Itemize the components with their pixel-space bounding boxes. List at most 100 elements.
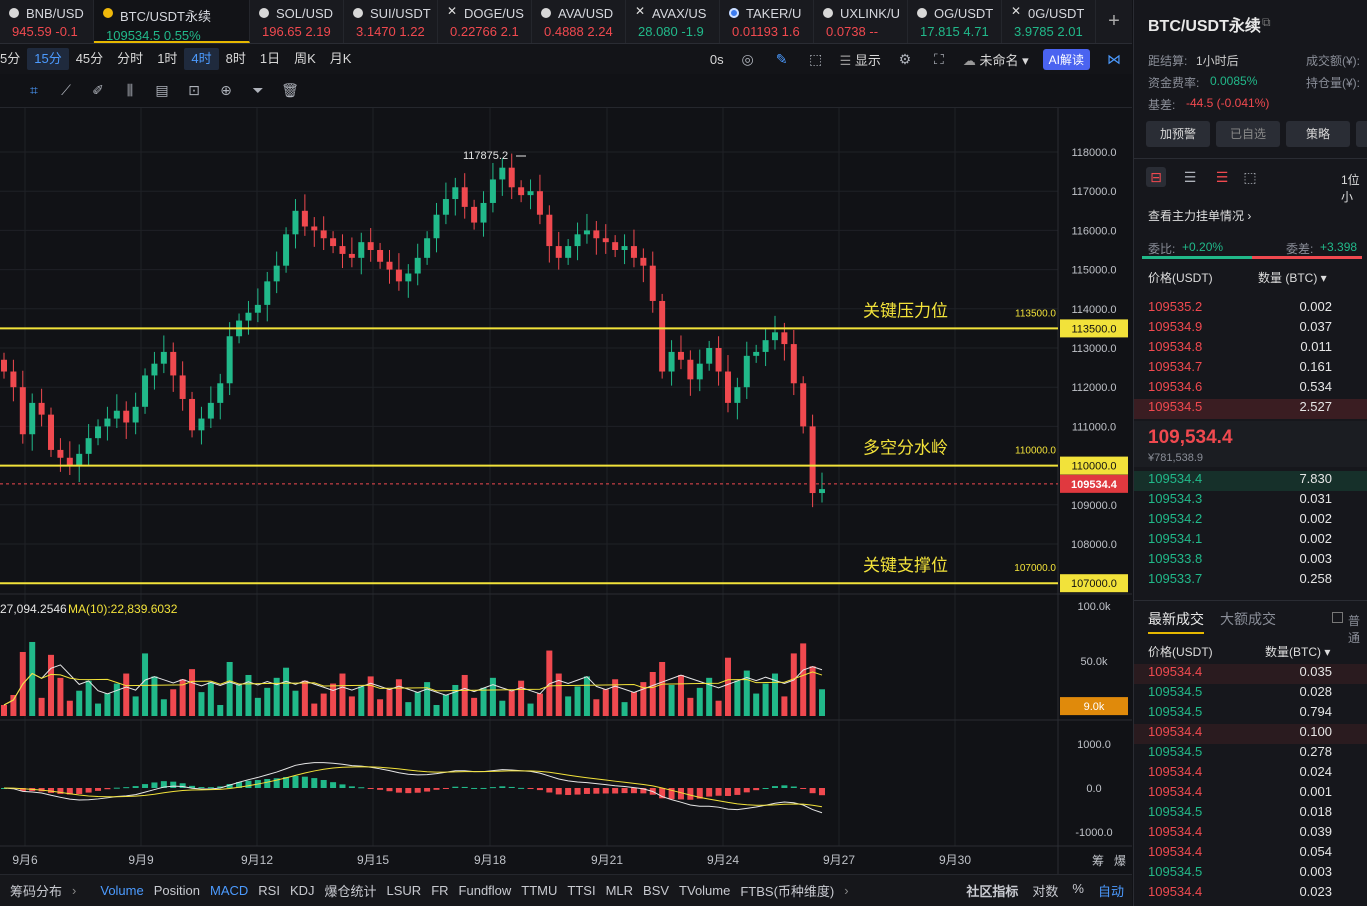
- y-tick-label: 108000.0: [1071, 539, 1117, 551]
- trades-qty-header[interactable]: 数量(BTC) ▾: [1265, 645, 1331, 659]
- order-row[interactable]: 109534.8 0.011: [1134, 339, 1367, 359]
- share-icon[interactable]: ⋈: [1107, 50, 1121, 67]
- timeframe-option[interactable]: 1日: [259, 51, 281, 66]
- order-row[interactable]: 109534.4 7.830: [1134, 471, 1367, 491]
- book-both-icon[interactable]: ⊟: [1146, 167, 1166, 187]
- timeframe-option[interactable]: 月K: [329, 51, 352, 66]
- select-icon[interactable]: ⬚: [808, 50, 823, 67]
- indicator-tab[interactable]: Volume: [100, 883, 144, 898]
- view-main-orders-link[interactable]: 查看主力挂单情况 ›: [1148, 209, 1252, 223]
- order-row[interactable]: 109533.7 0.258: [1134, 571, 1367, 591]
- indicator-tab[interactable]: 爆仓统计: [324, 884, 377, 899]
- symbol-tab[interactable]: AVA/USD 0.4888 2.24: [532, 0, 626, 43]
- magnet-icon[interactable]: ⊕: [220, 82, 232, 98]
- trash-icon[interactable]: 🗑: [281, 82, 299, 98]
- bottom-option[interactable]: 社区指标: [966, 884, 1019, 899]
- timeframe-option[interactable]: 45分: [75, 51, 104, 66]
- indicator-tab[interactable]: MACD: [209, 883, 249, 898]
- favorite-button[interactable]: 已自选: [1216, 121, 1280, 147]
- symbol-tab[interactable]: UXLINK/U 0.0738 --: [814, 0, 908, 43]
- pattern-icon[interactable]: ⫼: [126, 82, 134, 98]
- copy-icon[interactable]: ⧉: [1262, 15, 1271, 29]
- timeframe-option[interactable]: 4时: [184, 48, 219, 70]
- strategy-button[interactable]: 策略: [1286, 121, 1350, 147]
- symbol-tab[interactable]: TAKER/U 0.01193 1.6: [720, 0, 814, 43]
- corner-toggle[interactable]: 筹: [1092, 854, 1104, 868]
- indicator-tab[interactable]: Fundflow: [458, 883, 512, 898]
- order-row[interactable]: 109534.1 0.002: [1134, 531, 1367, 551]
- indicator-tab[interactable]: BSV: [643, 883, 670, 898]
- indicator-tab[interactable]: FTBS(币种维度): [740, 884, 835, 899]
- symbol-tab[interactable]: OG/USDT 17.815 4.71: [908, 0, 1002, 43]
- bottom-option[interactable]: %: [1072, 881, 1084, 896]
- indicator-tab[interactable]: KDJ: [289, 883, 315, 898]
- timeframe-option[interactable]: 5分: [0, 51, 21, 66]
- indicator-tab[interactable]: TTMU: [521, 883, 558, 898]
- big-trades-tab[interactable]: 大额成交: [1220, 611, 1276, 627]
- timeframe-toolbar: 5分 15分 45分 分时 1时 4时 8时 1日 周K 月K 0s ◎ ✎ ⬚ ☰ 显示 ⚙ ⛶…: [0, 44, 1132, 74]
- display-button[interactable]: ☰ 显示: [839, 52, 881, 68]
- order-qty: 0.002: [1299, 531, 1332, 546]
- pencil-icon[interactable]: ✎: [775, 50, 788, 67]
- measure-icon[interactable]: ⊡: [188, 82, 200, 98]
- note-icon[interactable]: ▤: [155, 82, 169, 98]
- symbol-tab[interactable]: ✕ AVAX/US 28.080 -1.9: [626, 0, 720, 43]
- timeframe-option[interactable]: 8时: [225, 51, 246, 66]
- volume-bar: [95, 703, 102, 716]
- timeframe-option[interactable]: 分时: [117, 51, 144, 66]
- normal-checkbox[interactable]: [1332, 612, 1343, 623]
- more-button[interactable]: [1356, 121, 1367, 147]
- order-row[interactable]: 109534.5 2.527: [1134, 399, 1367, 419]
- symbol-tab[interactable]: ✕ 0G/USDT 3.9785 2.01: [1002, 0, 1096, 43]
- order-row[interactable]: 109534.3 0.031: [1134, 491, 1367, 511]
- symbol-tab[interactable]: BNB/USD 945.59 -0.1: [0, 0, 94, 43]
- cursor-icon[interactable]: ⌗: [30, 82, 38, 98]
- candle-body: [48, 414, 55, 450]
- trades-tab[interactable]: 最新成交: [1148, 609, 1204, 634]
- fullscreen-icon[interactable]: ⛶: [933, 50, 944, 67]
- macd-histogram-bar: [57, 788, 64, 794]
- camera-icon[interactable]: ◎: [741, 50, 754, 67]
- timeframe-option[interactable]: 15分: [27, 48, 69, 70]
- alert-button[interactable]: 加预警: [1146, 121, 1210, 147]
- add-tab-button[interactable]: +: [1108, 10, 1120, 32]
- bottom-option[interactable]: 自动: [1097, 884, 1124, 899]
- price-chart[interactable]: 118000.0 117000.0 116000.0 115000.0 114000.0…: [0, 108, 1132, 874]
- gear-icon[interactable]: ⚙: [898, 50, 912, 67]
- order-row[interactable]: 109534.6 0.534: [1134, 379, 1367, 399]
- book-bids-icon[interactable]: ☰: [1183, 168, 1197, 185]
- order-row[interactable]: 109534.2 0.002: [1134, 511, 1367, 531]
- brush-icon[interactable]: ✐: [92, 82, 104, 98]
- depth-select[interactable]: 1位小: [1341, 173, 1360, 204]
- order-row[interactable]: 109535.2 0.002: [1134, 299, 1367, 319]
- order-row[interactable]: 109533.8 0.003: [1134, 551, 1367, 571]
- ob-qty-header[interactable]: 数量 (BTC) ▾: [1258, 271, 1327, 285]
- indicator-tab[interactable]: MLR: [605, 883, 634, 898]
- order-row[interactable]: 109534.7 0.161: [1134, 359, 1367, 379]
- timeframe-option[interactable]: 1时: [157, 51, 178, 66]
- symbol-tab[interactable]: SUI/USDT 3.1470 1.22: [344, 0, 438, 43]
- layout-select[interactable]: ☁ 未命名 ▾: [962, 52, 1029, 68]
- symbol-tab[interactable]: BTC/USDT永续 109534.5 0.55%: [94, 0, 250, 43]
- symbol-tab[interactable]: ✕ DOGE/US 0.22766 2.1: [438, 0, 532, 43]
- timeframe-option[interactable]: 周K: [294, 51, 316, 66]
- corner-toggle[interactable]: 爆: [1114, 854, 1126, 868]
- ai-button[interactable]: AI解读: [1042, 48, 1090, 70]
- volume-bar: [226, 661, 233, 716]
- indicator-tab[interactable]: 筹码分布: [10, 884, 63, 899]
- filter-icon[interactable]: ⏷: [252, 82, 264, 98]
- order-panel: BTC/USDT永续 ⧉ 距结算: 1小时后 成交额(¥): 资金费率: 0.0…: [1133, 0, 1367, 906]
- indicator-tab[interactable]: TTSI: [567, 883, 596, 898]
- indicator-tab[interactable]: Position: [153, 883, 200, 898]
- line-tool-icon[interactable]: ⟋: [61, 82, 71, 98]
- symbol-tab[interactable]: SOL/USD 196.65 2.19: [250, 0, 344, 43]
- book-expand-icon[interactable]: ⬚: [1243, 168, 1257, 185]
- indicator-tab[interactable]: FR: [431, 883, 449, 898]
- book-asks-icon[interactable]: ☰: [1215, 168, 1229, 185]
- volume-bar: [489, 677, 496, 716]
- bottom-option[interactable]: 对数: [1032, 884, 1059, 899]
- order-row[interactable]: 109534.9 0.037: [1134, 319, 1367, 339]
- indicator-tab[interactable]: TVolume: [679, 883, 731, 898]
- indicator-tab[interactable]: RSI: [258, 883, 280, 898]
- indicator-tab[interactable]: LSUR: [386, 883, 422, 898]
